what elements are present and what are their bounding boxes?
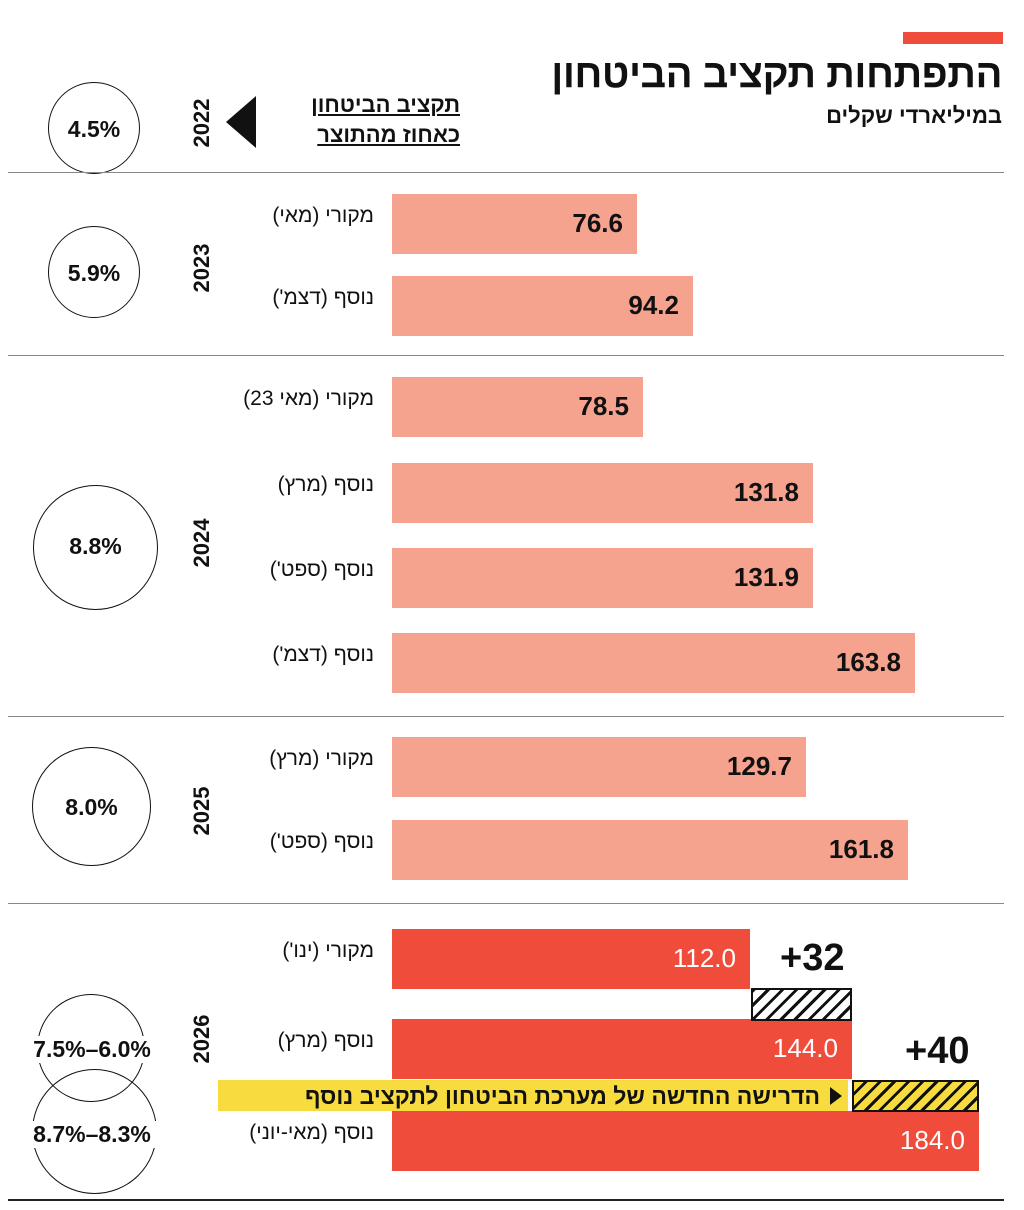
increment-hatch-40 [852, 1080, 979, 1112]
bar-value-label: 94.2 [628, 290, 679, 320]
increment-label-40: +40 [905, 1030, 970, 1072]
bar-category-label: מקורי (מרץ) [269, 747, 374, 770]
bar-2026-8 [392, 929, 750, 989]
bar-value-label: 129.7 [726, 751, 792, 781]
separator-2026 [8, 903, 1004, 904]
bar-category-label: נוסף (דצמ') [272, 643, 374, 666]
bar-category-label: מקורי (ינו') [282, 939, 374, 962]
separator-2024 [8, 355, 1004, 356]
annotation-banner [218, 1080, 848, 1111]
separator-2025 [8, 716, 1004, 717]
bar-value-label: 112.0 [672, 943, 736, 973]
increment-hatch-32 [751, 988, 852, 1021]
chart-subtitle: במיליארדי שקלים [826, 103, 1002, 128]
bar-2024-4 [392, 548, 813, 608]
gdp-pct-2023: 5.9% [67, 260, 121, 286]
accent-bar [903, 32, 1003, 44]
gdp-pct-2022: 4.5% [67, 116, 121, 142]
bar-category-label: נוסף (מרץ) [277, 1029, 374, 1052]
gdp-pct-2024: 8.8% [69, 533, 122, 559]
gdp-circle-2023 [48, 226, 140, 318]
bar-category-label: נוסף (מאי-יוני) [249, 1121, 374, 1144]
bar-2024-5 [392, 633, 915, 693]
arrow-left-icon [226, 96, 256, 148]
bar-2024-2 [392, 377, 643, 437]
bar-2025-7 [392, 820, 908, 880]
bar-value-label: 131.8 [733, 477, 799, 507]
bar-value-label: 184.0 [899, 1125, 965, 1155]
bar-2023-0 [392, 194, 637, 254]
bar-value-label: 161.8 [828, 834, 894, 864]
bar-category-label: נוסף (ספט') [269, 558, 374, 581]
separator-2023 [8, 172, 1004, 173]
gdp-pct-2026-low: 7.5%–6.0% [10, 1036, 174, 1063]
bar-2024-3 [392, 463, 813, 523]
bar-category-label: נוסף (מרץ) [277, 473, 374, 496]
bar-value-label: 163.8 [835, 647, 901, 677]
bar-category-label: נוסף (דצמ') [272, 286, 374, 309]
arrow-right-icon [830, 1087, 842, 1105]
bar-2026-9 [392, 1019, 852, 1079]
chart-title: התפתחות תקציב הביטחון [551, 52, 1002, 96]
separator-bottom [8, 1199, 1004, 1201]
gdp-legend-label: תקציב הביטחון כאחוז מהתוצר [275, 90, 460, 150]
gdp-circle-2024 [33, 485, 158, 610]
gdp-circle-2025 [32, 747, 151, 866]
bar-category-label: מקורי (מאי 23) [243, 387, 374, 410]
bar-value-label: 144.0 [772, 1033, 838, 1063]
gdp-pct-2025: 8.0% [65, 794, 118, 820]
bar-value-label: 76.6 [572, 208, 623, 238]
bar-value-label: 78.5 [578, 391, 629, 421]
bar-2026-10 [392, 1111, 979, 1171]
gdp-legend-line2: כאחוז מהתוצר [317, 122, 460, 147]
year-label-2022: 2022 [189, 98, 214, 148]
bar-2023-1 [392, 276, 693, 336]
gdp-circle-2022 [48, 82, 140, 174]
bar-value-label: 131.9 [733, 562, 799, 592]
gdp-legend-line1: תקציב הביטחון [311, 92, 460, 117]
bar-category-label: מקורי (מאי) [272, 204, 374, 227]
increment-label-32: +32 [780, 937, 845, 979]
bar-category-label: נוסף (ספט') [269, 830, 374, 853]
annotation-text: הדרישה החדשה של מערכת הביטחון לתקציב נוס… [305, 1083, 820, 1109]
bar-2025-6 [392, 737, 806, 797]
gdp-pct-2026-high: 8.7%–8.3% [10, 1121, 174, 1148]
